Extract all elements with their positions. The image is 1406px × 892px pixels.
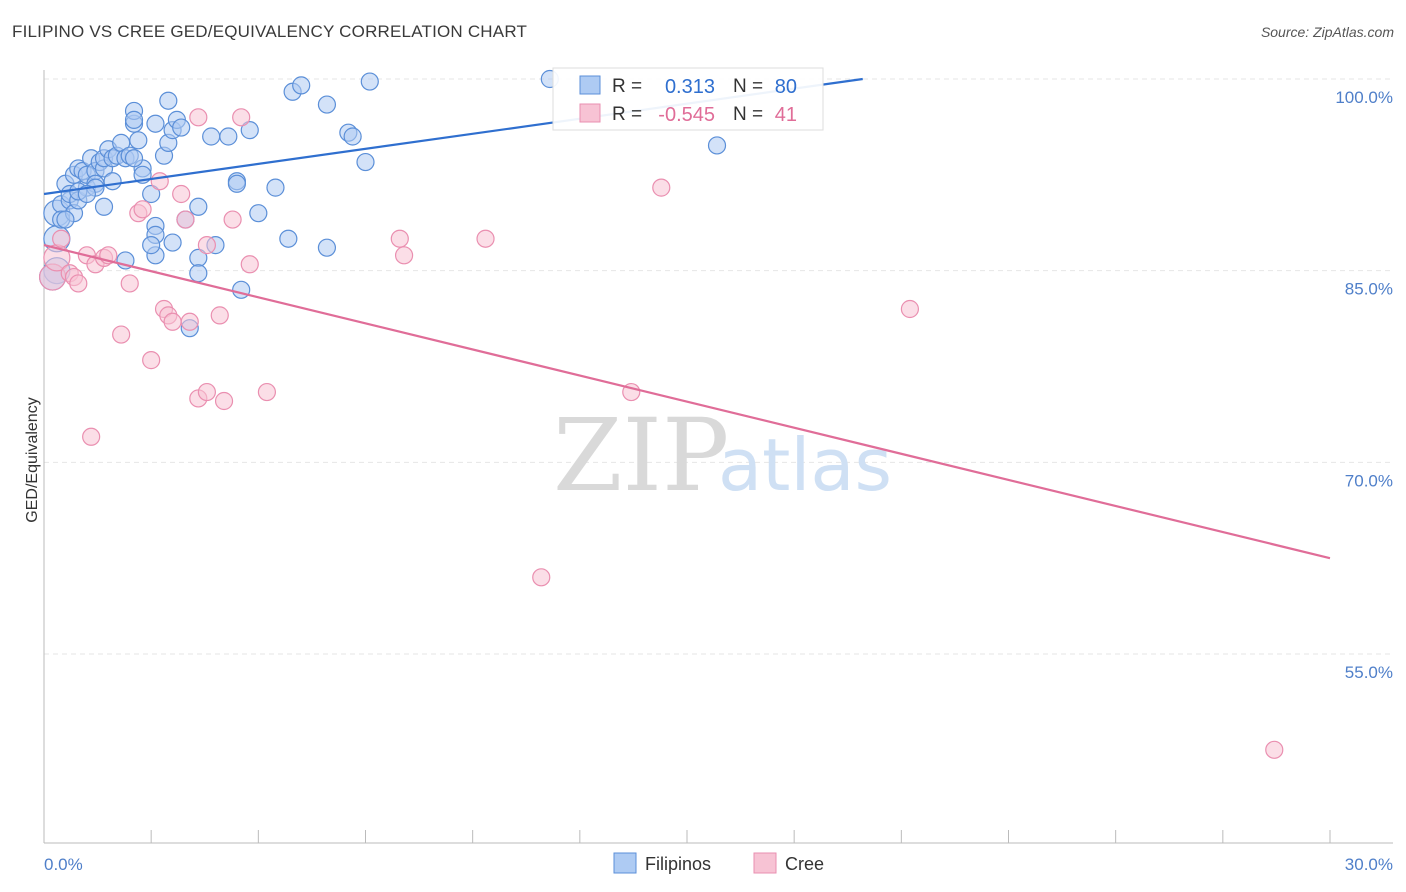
- legend-n-value-cree: 41: [775, 104, 797, 126]
- filipinos-point-50: [249, 204, 268, 223]
- legend-r-label-cree: R =: [612, 104, 642, 125]
- cree-point-10: [82, 427, 101, 446]
- legend-n-label-filipinos: N =: [733, 76, 763, 97]
- bottom-legend-label-cree: Cree: [785, 854, 824, 874]
- filipinos-point-67: [189, 264, 208, 283]
- cree-point-33: [394, 246, 414, 265]
- cree-point-40: [189, 108, 208, 127]
- filipinos-point-47: [219, 127, 238, 146]
- filipinos-point-72: [163, 233, 182, 252]
- cree-point-32: [390, 229, 409, 248]
- bottom-legend: Filipinos Cree: [613, 852, 824, 874]
- filipinos-point-58: [356, 152, 375, 172]
- cree-point-26: [210, 306, 229, 325]
- watermark-zip: ZIP: [553, 397, 729, 514]
- legend-r-value-cree: -0.545: [658, 104, 715, 126]
- y-tick-label-3: 55.0%: [1345, 663, 1393, 682]
- watermark: ZIP atlas: [553, 397, 892, 514]
- filipinos-point-78: [56, 210, 75, 229]
- filipinos-point-34: [146, 114, 165, 133]
- bottom-legend-swatch-cree: [753, 852, 777, 874]
- filipinos-point-33: [142, 184, 161, 204]
- cree-point-37: [652, 178, 671, 197]
- cree-point-27: [214, 391, 234, 411]
- filipinos-point-69: [232, 280, 251, 299]
- cree-point-39: [1265, 740, 1284, 759]
- legend-swatch-filipinos: [579, 75, 601, 95]
- legend-r-label-filipinos: R =: [612, 76, 642, 97]
- filipinos-point-40: [124, 110, 144, 129]
- legend-n-value-filipinos: 80: [775, 76, 797, 98]
- source-label: Source: ZipAtlas.com: [1260, 24, 1394, 40]
- filipinos-point-71: [317, 238, 337, 257]
- filipinos-point-73: [227, 174, 246, 193]
- y-axis-tick-labels: 100.0% 85.0% 70.0% 55.0%: [1335, 88, 1393, 682]
- filipinos-point-46: [202, 127, 221, 146]
- cree-point-19: [163, 312, 182, 331]
- filipinos-point-52: [279, 229, 298, 248]
- y-axis-title: GED/Equivalency: [24, 397, 41, 522]
- filipinos-point-57: [343, 127, 362, 146]
- cree-point-21: [176, 210, 195, 229]
- chart-title: FILIPINO VS CREE GED/EQUIVALENCY CORRELA…: [12, 22, 528, 41]
- filipinos-point-30: [129, 131, 148, 150]
- legend-r-value-filipinos: 0.313: [665, 76, 715, 98]
- filipinos-point-61: [707, 136, 727, 155]
- cree-point-20: [172, 184, 191, 204]
- filipinos-point-77: [77, 184, 96, 204]
- filipinos-point-23: [103, 172, 122, 191]
- x-axis-ticks: [43, 830, 1331, 843]
- cree-point-2: [52, 229, 71, 248]
- filipinos-point-49: [240, 121, 259, 140]
- bottom-legend-label-filipinos: Filipinos: [645, 854, 711, 874]
- cree-point-28: [223, 210, 242, 229]
- filipinos-point-55: [317, 95, 337, 114]
- cree-point-15: [142, 351, 161, 370]
- cree-trend-line: [43, 244, 1331, 560]
- cree-point-29: [232, 108, 251, 127]
- y-tick-label-1: 85.0%: [1345, 280, 1393, 299]
- cree-point-31: [257, 382, 277, 402]
- cree-point-12: [120, 274, 139, 293]
- bottom-legend-swatch-filipinos: [613, 852, 637, 874]
- cree-point-16: [150, 172, 169, 191]
- cree-point-14: [133, 200, 152, 219]
- filipinos-point-45: [189, 197, 208, 216]
- filipinos-point-54: [292, 76, 311, 95]
- cree-point-35: [532, 568, 551, 587]
- cree-point-34: [476, 229, 495, 248]
- cree-point-22: [180, 312, 199, 331]
- filipinos-point-38: [94, 197, 114, 216]
- filipinos-point-51: [266, 178, 285, 197]
- legend-swatch-cree: [579, 103, 601, 123]
- cree-point-11: [112, 325, 131, 344]
- filipinos-point-41: [159, 91, 178, 110]
- stats-legend: R = 0.313 N = 80 R = -0.545 N = 41: [552, 67, 824, 131]
- filipinos-point-59: [360, 72, 379, 91]
- cree-point-5: [69, 274, 88, 293]
- cree-point-38: [900, 299, 920, 319]
- y-tick-label-0: 100.0%: [1335, 88, 1393, 107]
- watermark-atlas: atlas: [718, 423, 892, 507]
- x-tick-label-min: 0.0%: [44, 855, 83, 874]
- filipinos-point-43: [172, 118, 191, 137]
- filipinos-point-76: [142, 236, 161, 255]
- legend-n-label-cree: N =: [733, 104, 763, 125]
- cree-point-30: [240, 255, 259, 274]
- y-tick-label-2: 70.0%: [1345, 471, 1393, 490]
- cree-point-24: [197, 382, 216, 402]
- x-tick-label-max: 30.0%: [1345, 855, 1393, 874]
- cree-points: [38, 108, 1284, 759]
- filipinos-point-79: [124, 149, 144, 168]
- cree-point-25: [197, 236, 216, 255]
